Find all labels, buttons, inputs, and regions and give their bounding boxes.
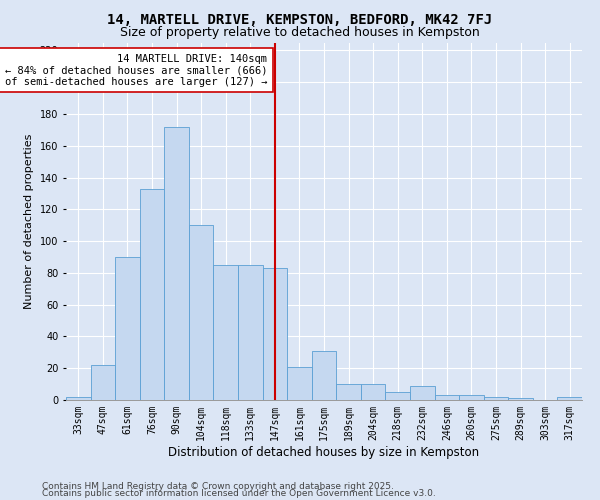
Bar bbox=[508, 398, 533, 400]
Text: 14 MARTELL DRIVE: 140sqm
← 84% of detached houses are smaller (666)
16% of semi-: 14 MARTELL DRIVE: 140sqm ← 84% of detach… bbox=[0, 54, 268, 87]
Bar bbox=[410, 386, 434, 400]
Text: Size of property relative to detached houses in Kempston: Size of property relative to detached ho… bbox=[120, 26, 480, 39]
Bar bbox=[115, 257, 140, 400]
Bar bbox=[189, 225, 214, 400]
Bar bbox=[385, 392, 410, 400]
Bar bbox=[434, 395, 459, 400]
Bar bbox=[312, 350, 336, 400]
Bar bbox=[336, 384, 361, 400]
Bar bbox=[164, 126, 189, 400]
Y-axis label: Number of detached properties: Number of detached properties bbox=[24, 134, 34, 309]
X-axis label: Distribution of detached houses by size in Kempston: Distribution of detached houses by size … bbox=[169, 446, 479, 458]
Text: Contains HM Land Registry data © Crown copyright and database right 2025.: Contains HM Land Registry data © Crown c… bbox=[42, 482, 394, 491]
Bar bbox=[214, 265, 238, 400]
Bar bbox=[66, 397, 91, 400]
Bar bbox=[361, 384, 385, 400]
Bar bbox=[484, 397, 508, 400]
Text: 14, MARTELL DRIVE, KEMPSTON, BEDFORD, MK42 7FJ: 14, MARTELL DRIVE, KEMPSTON, BEDFORD, MK… bbox=[107, 12, 493, 26]
Bar bbox=[263, 268, 287, 400]
Text: Contains public sector information licensed under the Open Government Licence v3: Contains public sector information licen… bbox=[42, 490, 436, 498]
Bar bbox=[287, 366, 312, 400]
Bar bbox=[557, 397, 582, 400]
Bar bbox=[91, 365, 115, 400]
Bar bbox=[459, 395, 484, 400]
Bar bbox=[140, 188, 164, 400]
Bar bbox=[238, 265, 263, 400]
